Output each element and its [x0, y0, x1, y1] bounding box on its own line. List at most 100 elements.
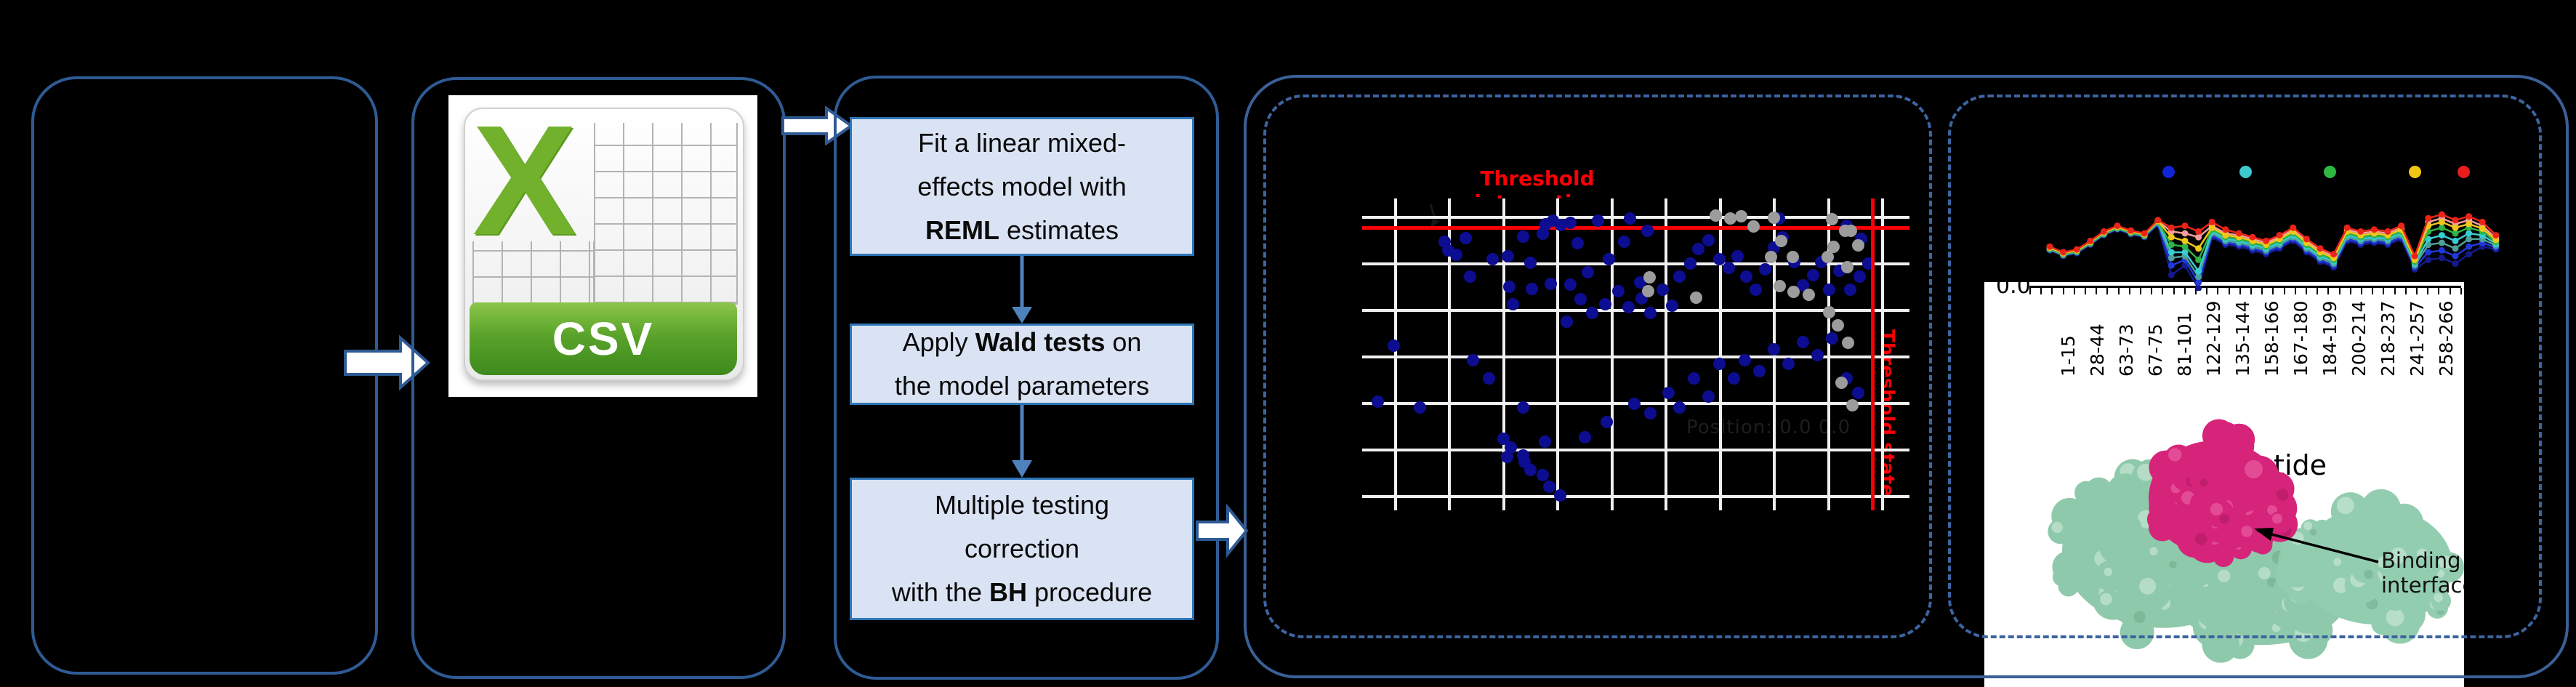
scatter-dot-blue: [1624, 212, 1636, 225]
scatter-dot-blue: [1713, 253, 1726, 265]
scatter-dot-blue: [1684, 257, 1696, 270]
axis-tick: [2195, 288, 2197, 294]
step-text-line: REML estimates: [925, 214, 1119, 245]
protein-surface: [2303, 538, 2326, 561]
scatter-dot-blue: [1644, 407, 1657, 419]
scatter-dot-blue: [1372, 395, 1384, 408]
protein-structure-image: [2048, 419, 2464, 663]
uptake-marker: [2168, 224, 2175, 231]
spreadsheet-grid-icon: [472, 241, 595, 305]
uptake-marker: [2452, 230, 2459, 237]
axis-tick: [2040, 288, 2042, 294]
uptake-marker: [2195, 279, 2202, 286]
uptake-marker: [2208, 218, 2215, 225]
excel-x-icon: X: [472, 108, 577, 268]
uptake-marker: [2141, 230, 2148, 237]
uptake-marker: [2370, 226, 2378, 233]
gridline-vertical: [1502, 198, 1505, 510]
arrow-down-icon: [1012, 405, 1032, 478]
flow-box-csv: [411, 77, 786, 679]
uptake-marker: [2425, 236, 2432, 243]
uptake-marker: [2466, 236, 2473, 243]
step-multiple-testing: Multiple testing correction with the BH pr…: [850, 478, 1194, 620]
uptake-marker: [2438, 239, 2445, 246]
axis-tick: [2228, 288, 2230, 294]
threshold-scatter-plot: Threshold state Position: 0.0 0.0: [1362, 198, 1909, 510]
protein-surface: [2241, 526, 2253, 537]
axis-tick: [2029, 288, 2031, 294]
protein-surface: [2100, 592, 2112, 606]
protein-surface: [2333, 577, 2349, 593]
protein-surface: [2417, 548, 2428, 560]
scatter-dot-gray: [1775, 235, 1787, 247]
scatter-dot-blue: [1750, 284, 1762, 296]
binding-interface-label: Binding interface: [2381, 548, 2464, 598]
scatter-dot-blue: [1612, 285, 1625, 297]
uptake-marker: [2181, 243, 2189, 250]
uptake-marker: [2195, 284, 2202, 291]
uptake-marker: [2303, 236, 2310, 243]
uptake-marker: [2425, 256, 2432, 263]
protein-surface: [2351, 556, 2378, 583]
uptake-series-red: [2049, 213, 2497, 259]
scatter-dot-blue: [1507, 298, 1519, 310]
axis-tick: [2151, 288, 2153, 294]
peptide-tick-label: 258-266: [2436, 300, 2457, 377]
uptake-marker: [2384, 228, 2391, 235]
uptake-marker: [2466, 243, 2473, 250]
gridline-vertical: [1556, 198, 1559, 510]
scatter-dot-blue: [1601, 416, 1613, 428]
scatter-dot-blue: [1464, 270, 1476, 283]
axis-tick: [2106, 288, 2109, 294]
scatter-dot-blue: [1666, 300, 1678, 312]
scatter-dot-blue: [1460, 232, 1472, 244]
protein-surface: [2438, 555, 2452, 570]
uptake-marker: [2168, 249, 2175, 256]
scatter-dot-gray: [1852, 239, 1864, 252]
scatter-dot-gray: [1803, 289, 1815, 301]
scatter-dot-blue: [1723, 262, 1735, 274]
scatter-dot-gray: [1832, 319, 1844, 332]
gridline-vertical: [1665, 198, 1667, 510]
protein-surface: [2309, 529, 2317, 536]
gridline-vertical: [1719, 198, 1722, 510]
uptake-marker: [2492, 232, 2500, 239]
uptake-marker: [2452, 245, 2459, 252]
scatter-dot-blue: [1807, 269, 1819, 281]
scatter-dot-blue: [1503, 281, 1516, 293]
scatter-dot-gray: [1822, 251, 1834, 263]
peptide-tick-label: 184-199: [2319, 300, 2340, 377]
scatter-dot-blue: [1537, 469, 1549, 481]
protein-surface: [2052, 568, 2071, 587]
scatter-dot-blue: [1628, 398, 1641, 410]
gridline-vertical: [1394, 198, 1397, 510]
scatter-dot-gray: [1842, 337, 1854, 349]
peptide-tick-label: 67-75: [2145, 324, 2166, 377]
uptake-marker: [2154, 217, 2162, 224]
protein-surface: [2276, 489, 2289, 501]
scatter-dot-blue: [1517, 230, 1529, 243]
gridline-vertical: [1611, 198, 1614, 510]
uptake-marker: [2195, 233, 2202, 241]
protein-surface: [2271, 513, 2282, 524]
uptake-marker: [2492, 236, 2500, 244]
protein-surface: [2244, 459, 2263, 478]
uptake-marker: [2466, 220, 2473, 228]
scatter-dot-blue: [1483, 372, 1495, 385]
scatter-dot-gray: [1841, 261, 1853, 273]
csv-image: X CSV: [448, 95, 757, 397]
uptake-marker: [2425, 249, 2432, 256]
peptide-tick-label: 218-237: [2378, 300, 2399, 377]
uptake-marker: [2438, 218, 2445, 225]
uptake-marker: [2046, 243, 2053, 250]
uptake-marker: [2087, 237, 2094, 244]
scatter-dot-blue: [1740, 270, 1752, 283]
uptake-marker: [2181, 230, 2189, 237]
gridline-vertical: [1881, 198, 1884, 510]
uptake-marker: [2343, 224, 2351, 231]
scatter-dot-blue: [1739, 354, 1751, 366]
scatter-dot-blue: [1414, 401, 1426, 414]
axis-tick: [2261, 288, 2263, 294]
scatter-dot-blue: [1731, 250, 1744, 262]
csv-label: CSV: [552, 313, 655, 365]
